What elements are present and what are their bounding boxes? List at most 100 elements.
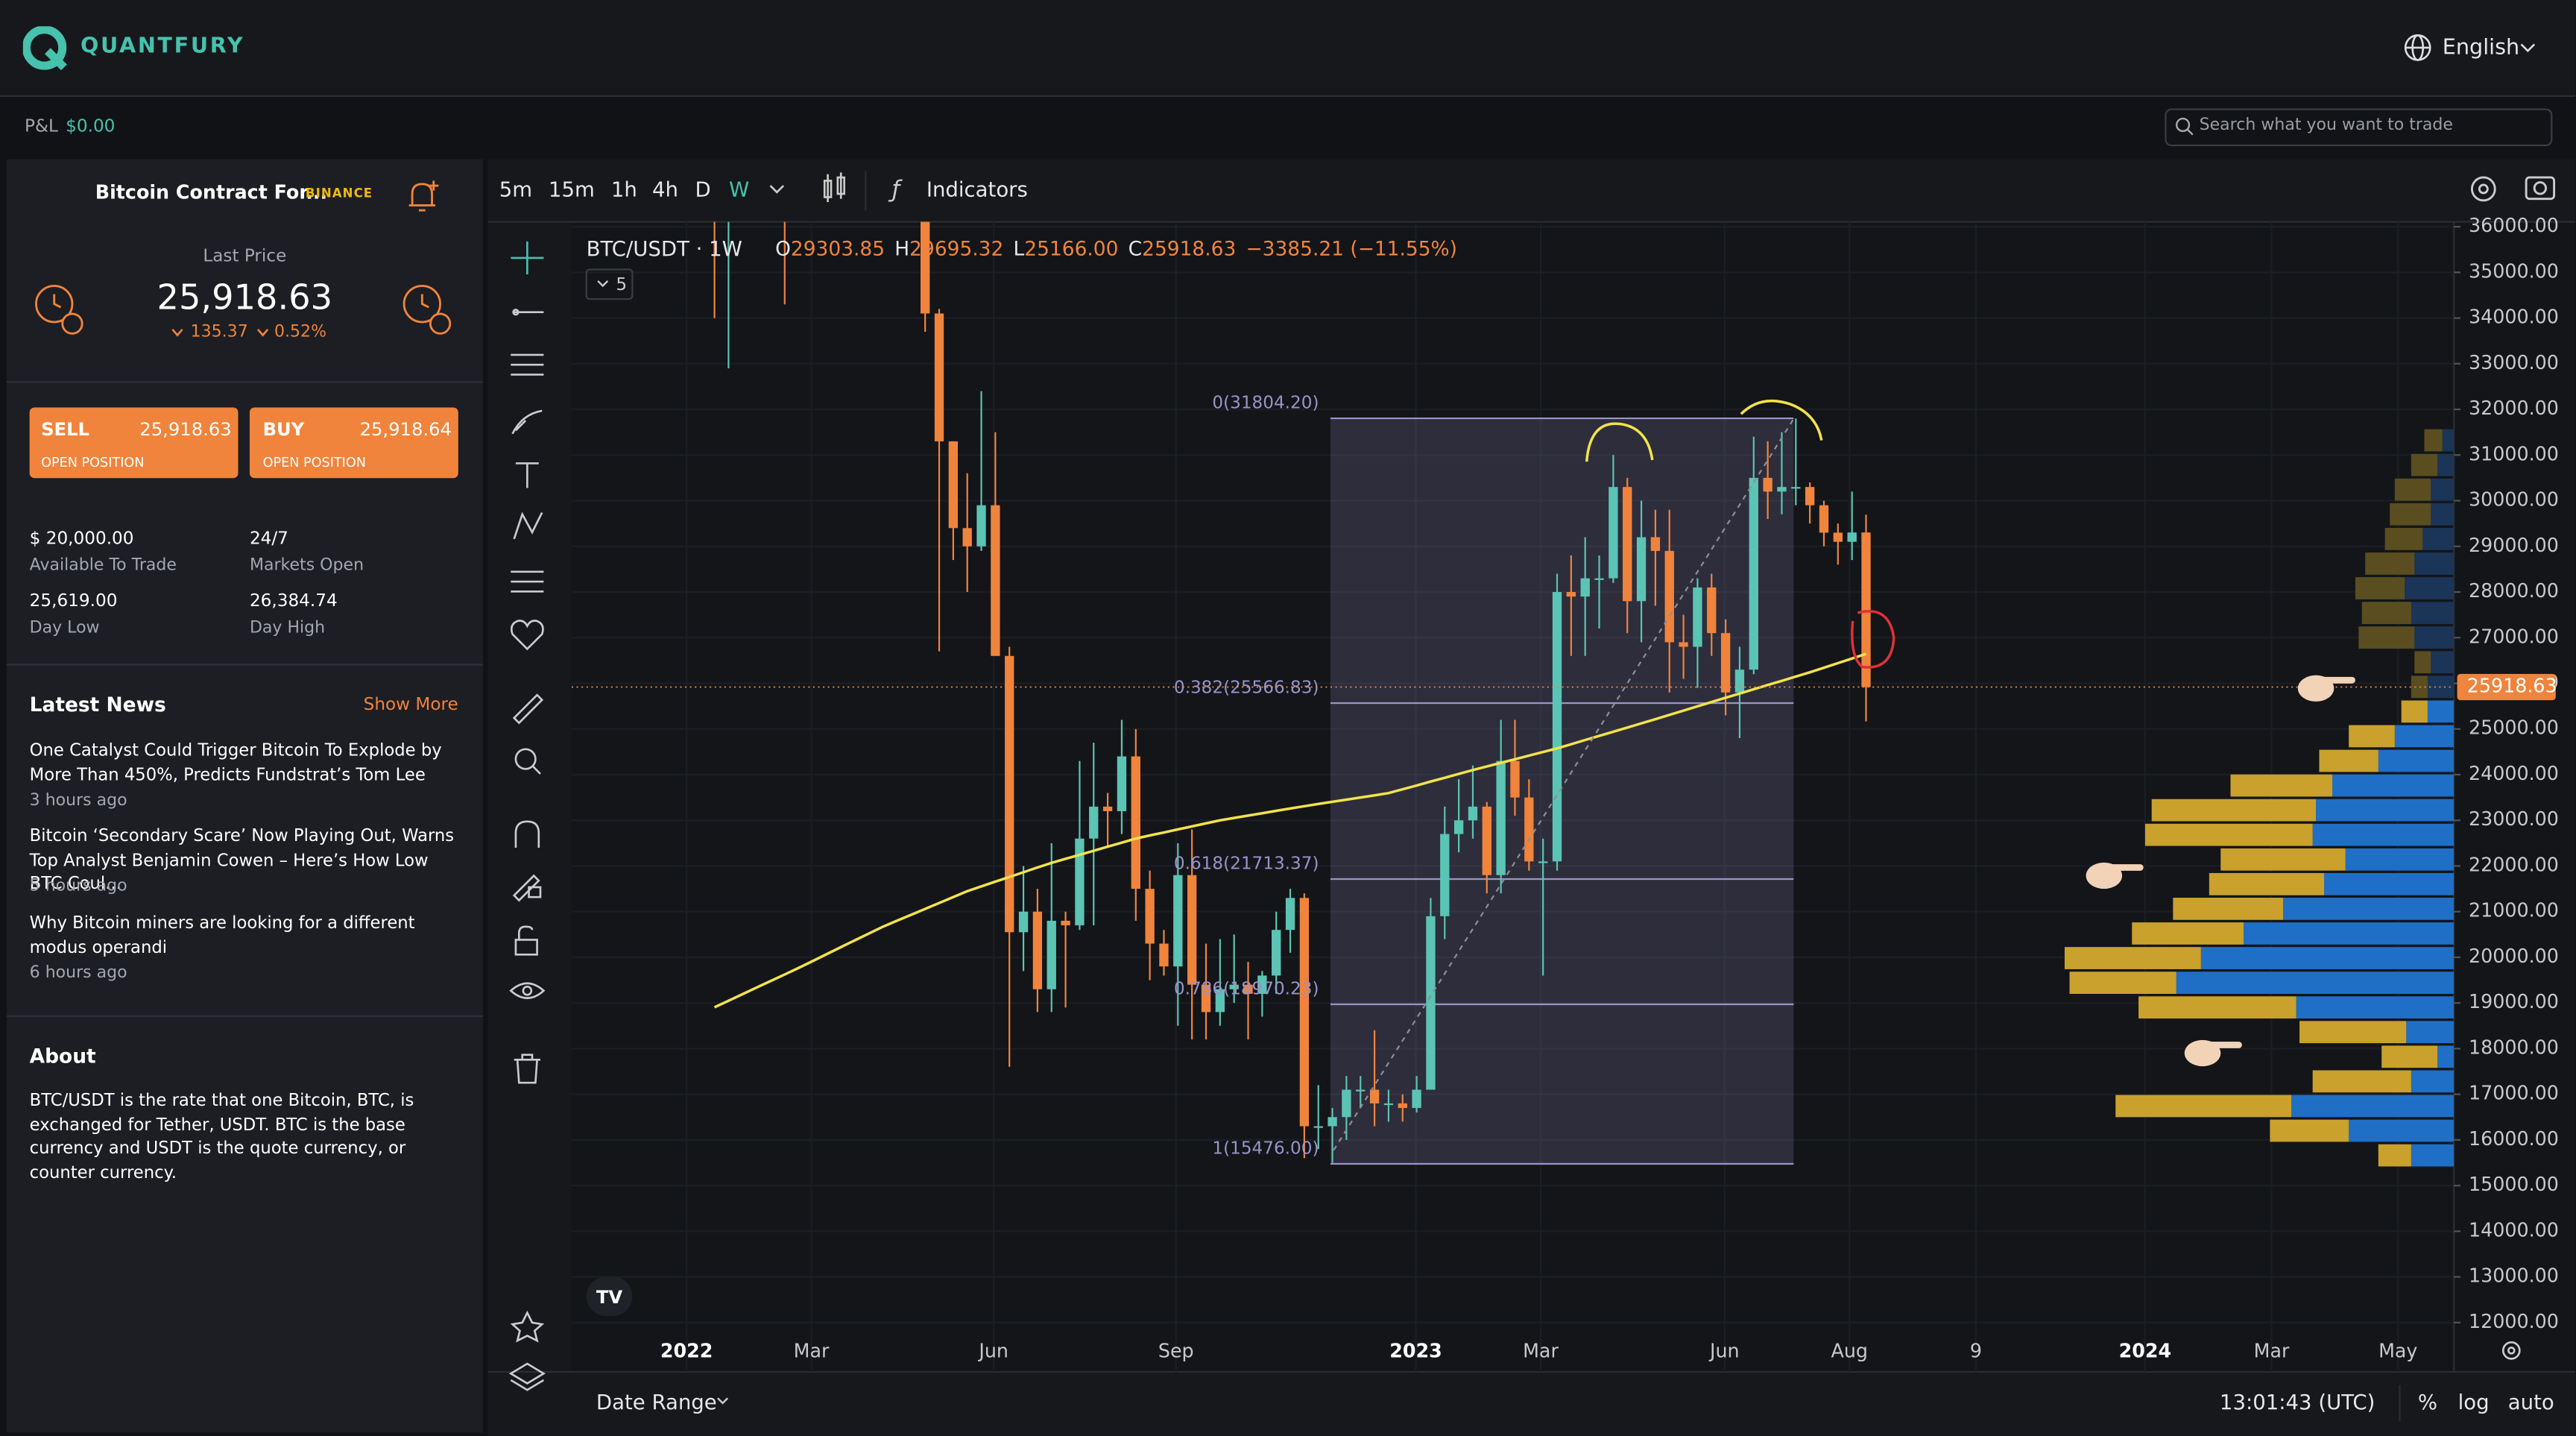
zoom-tool[interactable] <box>514 748 541 775</box>
screenshot-button[interactable] <box>2525 176 2556 201</box>
news-headline[interactable]: Bitcoin ‘Secondary Scare’ Now Playing Ou… <box>29 826 455 894</box>
candle-body <box>1861 532 1871 687</box>
line-tool[interactable] <box>512 309 544 316</box>
volume-bar-sell <box>2299 1021 2407 1044</box>
x-tick-label: Mar <box>1523 1340 1559 1362</box>
axes: 12000.00 13000.00 14000.00 15000.00 16000.00… <box>571 214 2559 1362</box>
axis-settings[interactable] <box>2501 1341 2521 1360</box>
interval-button[interactable]: W <box>729 178 749 202</box>
volume-bar-buy <box>2427 700 2455 723</box>
layers-tool[interactable] <box>508 1362 546 1391</box>
interval-button[interactable]: 5m <box>499 178 532 202</box>
volume-bar-sell <box>2064 947 2201 969</box>
ruler-tool[interactable] <box>512 693 544 725</box>
candle-body <box>1791 487 1801 489</box>
candle-body <box>976 505 986 547</box>
show-more[interactable]: Show More <box>363 695 458 715</box>
favorites-tool[interactable] <box>510 620 544 651</box>
volume-bar-sell <box>2319 749 2378 772</box>
crosshair-tool[interactable] <box>511 241 544 275</box>
settings-button[interactable] <box>2470 176 2496 202</box>
brush-tool[interactable] <box>511 409 543 435</box>
fx-icon[interactable]: ƒ <box>888 176 903 203</box>
delete-tool[interactable] <box>514 1054 540 1084</box>
log-toggle[interactable]: log <box>2458 1391 2490 1414</box>
current-price-label: 25918.63 <box>2467 674 2557 696</box>
y-tick-label: 19000.00 <box>2469 990 2559 1013</box>
candle-body <box>1272 930 1281 976</box>
lock-tool[interactable] <box>514 925 538 956</box>
sell-button[interactable] <box>29 407 239 479</box>
candle-body <box>1664 550 1674 643</box>
watchlist-tool[interactable] <box>510 1310 545 1343</box>
bear-alert-icon[interactable] <box>33 283 92 338</box>
pattern-tool[interactable] <box>513 511 543 540</box>
candle-body <box>1187 875 1197 985</box>
buy-price: 25,918.64 <box>359 418 452 441</box>
interval-button[interactable]: D <box>695 178 711 202</box>
interval-button[interactable]: 1h <box>611 178 637 202</box>
candle-body <box>1847 532 1857 542</box>
indicators-button[interactable]: Indicators <box>926 178 1028 202</box>
logo[interactable] <box>22 26 69 72</box>
news-headline[interactable]: One Catalyst Could Trigger Bitcoin To Ex… <box>29 740 442 785</box>
x-tick-label: 2024 <box>2119 1340 2172 1362</box>
candle-body <box>962 528 972 547</box>
exchange: BINANCE <box>305 186 373 201</box>
volume-bar-sell <box>2384 527 2423 550</box>
y-tick-label: 21000.00 <box>2469 899 2559 922</box>
hide-tool[interactable] <box>509 982 546 1000</box>
interval-button[interactable]: 15m <box>549 178 595 202</box>
prediction-tool[interactable] <box>511 570 544 593</box>
candle-body <box>1117 756 1127 811</box>
fib-label: 1(15476.00) <box>1212 1139 1319 1159</box>
volume-bar-buy <box>2332 774 2455 797</box>
news-headline[interactable]: Why Bitcoin miners are looking for a dif… <box>29 913 415 957</box>
candle-body <box>948 441 959 529</box>
candle-body <box>1313 1126 1323 1128</box>
search-box[interactable] <box>2165 108 2553 147</box>
moving-average-line <box>713 652 1867 1009</box>
volume-bar-buy <box>2244 922 2455 945</box>
sell-price: 25,918.63 <box>139 418 232 441</box>
indicator-toggle[interactable] <box>585 268 634 300</box>
globe-icon[interactable] <box>2403 33 2433 63</box>
fib-tool[interactable] <box>511 353 544 376</box>
candle-body <box>1215 989 1225 1013</box>
x-tick-label: Sep <box>1158 1340 1194 1362</box>
x-tick-label: 2023 <box>1389 1340 1442 1362</box>
grid <box>571 221 2455 1373</box>
alert-bell[interactable] <box>404 177 443 217</box>
stat-value: 26,384.74 <box>249 591 338 611</box>
candle-body <box>1229 984 1239 989</box>
date-range[interactable]: Date Range <box>596 1391 717 1414</box>
chevron[interactable] <box>769 185 785 194</box>
buy-button[interactable] <box>249 407 458 479</box>
auto-toggle[interactable]: auto <box>2508 1391 2554 1414</box>
language[interactable]: English <box>2442 36 2520 61</box>
tradingview-logo[interactable] <box>586 1276 633 1317</box>
magnet-tool[interactable] <box>514 820 540 848</box>
x-tick-label: 2022 <box>660 1340 713 1362</box>
legend-change: −3385.21 (−11.55%) <box>1246 237 1457 260</box>
percent-toggle[interactable]: % <box>2418 1391 2437 1414</box>
candle-body <box>1805 487 1815 506</box>
chart-type-button[interactable] <box>823 172 845 203</box>
about-text: BTC/USDT is the rate that one Bitcoin, B… <box>29 1091 414 1183</box>
down-arrow <box>256 328 269 337</box>
text-tool[interactable] <box>515 462 539 488</box>
down-arrow <box>171 328 183 337</box>
candle-body <box>1693 587 1702 647</box>
fib-label: 0.618(21713.37) <box>1174 854 1319 874</box>
interval-button[interactable]: 4h <box>652 178 678 202</box>
candle-body <box>1763 477 1772 492</box>
y-tick-label: 33000.00 <box>2469 351 2559 374</box>
lock-drawing-tool[interactable] <box>512 874 542 902</box>
volume-bar-buy <box>2324 872 2455 895</box>
fib-label: 0.382(25566.83) <box>1174 678 1319 698</box>
bull-alert-icon[interactable] <box>401 283 460 338</box>
candle-body <box>1552 592 1562 862</box>
price-change: 135.37 <box>190 324 248 342</box>
volume-bar-buy <box>2312 823 2455 846</box>
